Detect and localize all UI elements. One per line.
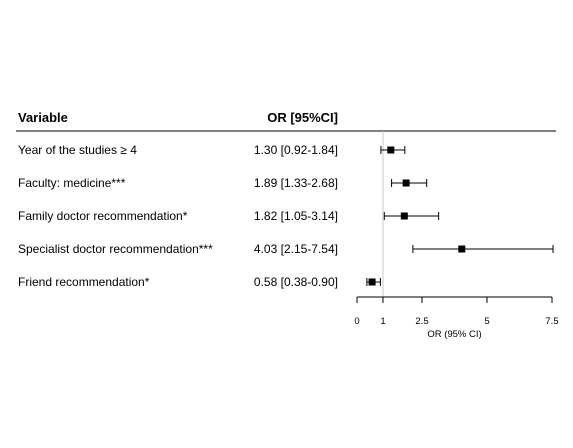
row-variable-label: Family doctor recommendation* (18, 209, 188, 223)
forest-row: Year of the studies ≥ 4 1.30 [0.92-1.84] (18, 143, 406, 157)
row-variable-label: Faculty: medicine*** (18, 176, 126, 190)
or-point-marker (387, 146, 395, 154)
x-axis-label: OR (95% CI) (427, 329, 481, 340)
forest-row: Friend recommendation* 0.58 [0.38-0.90] (18, 275, 381, 289)
header-or-ci: OR [95%CI] (267, 110, 338, 125)
x-tick-label: 0 (354, 316, 359, 327)
or-point-marker (368, 278, 376, 286)
row-or-ci-label: 1.89 [1.33-2.68] (254, 176, 338, 190)
row-or-ci-label: 0.58 [0.38-0.90] (254, 275, 338, 289)
header-variable: Variable (18, 110, 68, 125)
forest-row: Faculty: medicine*** 1.89 [1.33-2.68] (18, 176, 428, 190)
x-tick-label: 1 (380, 316, 385, 327)
forest-row: Family doctor recommendation* 1.82 [1.05-… (18, 209, 440, 223)
row-variable-label: Specialist doctor recommendation*** (18, 242, 213, 256)
forest-row: Specialist doctor recommendation*** 4.03 … (18, 242, 554, 256)
x-axis: 0 1 2.5 5 7.5 (354, 296, 559, 327)
row-variable-label: Friend recommendation* (18, 275, 150, 289)
row-or-ci-label: 4.03 [2.15-7.54] (254, 242, 338, 256)
x-tick-label: 2.5 (415, 316, 428, 327)
or-point-marker (400, 212, 408, 220)
row-variable-label: Year of the studies ≥ 4 (18, 143, 137, 157)
or-point-marker (402, 179, 410, 187)
forest-rows: Year of the studies ≥ 4 1.30 [0.92-1.84] F… (18, 143, 554, 289)
x-tick-label: 5 (484, 316, 489, 327)
x-tick-label: 7.5 (545, 316, 558, 327)
or-point-marker (458, 245, 466, 253)
row-or-ci-label: 1.30 [0.92-1.84] (254, 143, 338, 157)
row-or-ci-label: 1.82 [1.05-3.14] (254, 209, 338, 223)
